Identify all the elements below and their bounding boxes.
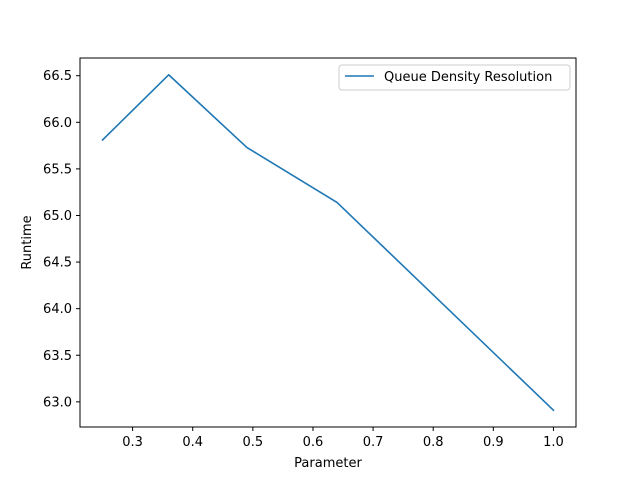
legend-label: Queue Density Resolution (384, 70, 552, 85)
x-tick-label: 0.4 (182, 435, 203, 450)
x-axis-label: Parameter (294, 456, 362, 471)
y-tick-label: 66.5 (43, 69, 72, 84)
axes: 0.3 0.4 0.5 0.6 0.7 0.8 0.9 1.0 63.0 63.5 64.0 64.5… (43, 57, 577, 450)
plot-area (101, 73, 555, 412)
x-tick-label: 0.9 (483, 435, 504, 450)
y-tick-label: 63.0 (43, 395, 72, 410)
y-tick-label: 65.0 (43, 209, 72, 224)
x-tick-label: 1.0 (543, 435, 564, 450)
y-tick-label: 63.5 (43, 349, 72, 364)
series-line-0 (101, 73, 555, 412)
y-tick-label: 66.0 (43, 116, 72, 131)
legend: Queue Density Resolution (338, 64, 571, 91)
y-tick-label: 64.5 (43, 256, 72, 271)
x-tick-label: 0.3 (122, 435, 143, 450)
legend-box (338, 64, 571, 91)
y-tick-label: 64.0 (43, 302, 72, 317)
y-tick-label: 65.5 (43, 162, 72, 177)
axes-frame (79, 57, 577, 428)
x-tick-label: 0.6 (303, 435, 324, 450)
x-tick-label: 0.7 (363, 435, 384, 450)
y-axis-label: Runtime (20, 215, 35, 269)
x-tick-label: 0.8 (423, 435, 444, 450)
x-tick-label: 0.5 (243, 435, 264, 450)
